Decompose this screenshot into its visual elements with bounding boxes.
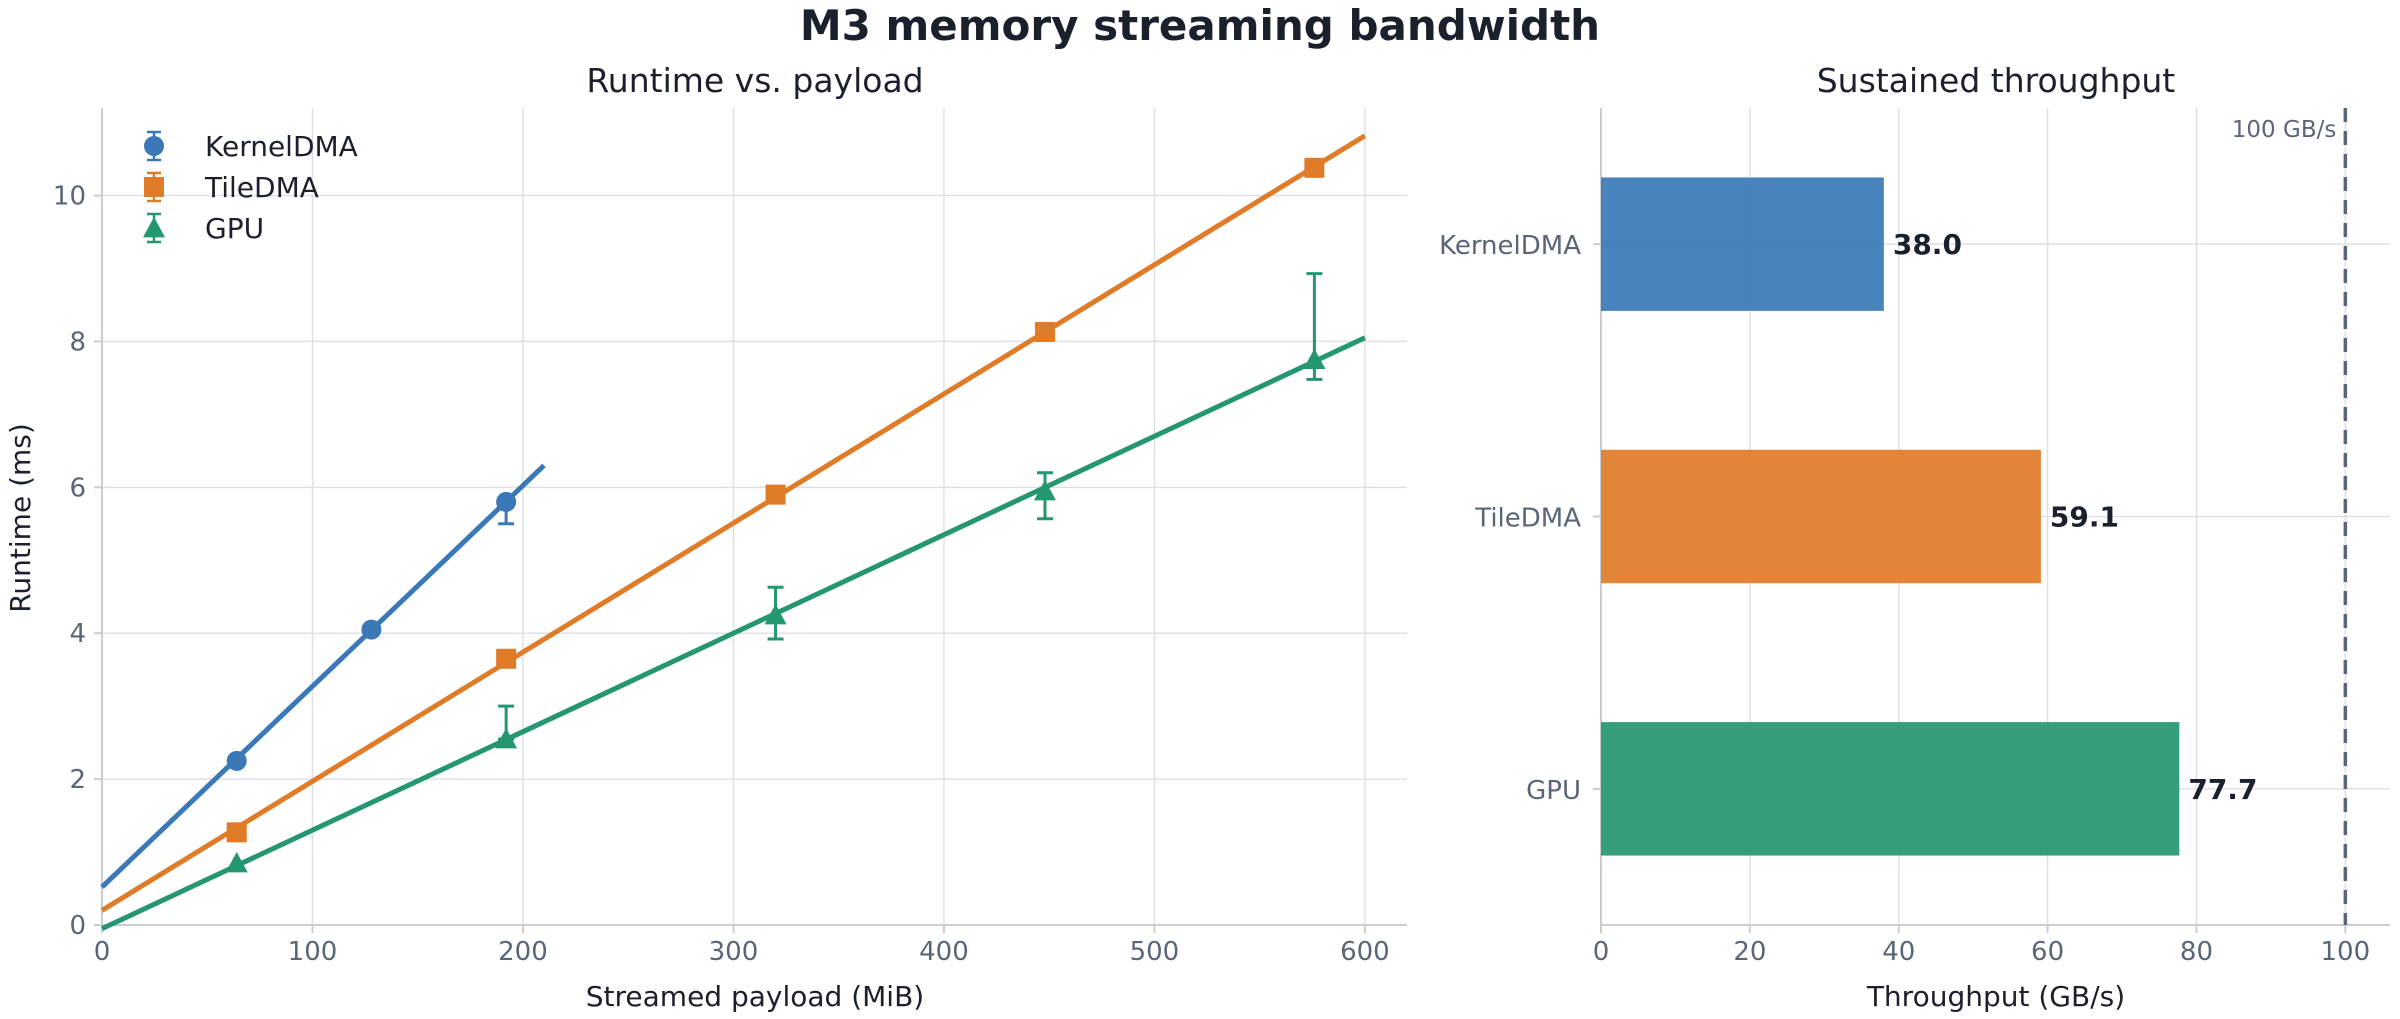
series-gpu bbox=[100, 272, 1366, 931]
legend-label-gpu: GPU bbox=[205, 212, 264, 245]
fit-line-tiledma bbox=[100, 133, 1367, 913]
data-point-gpu bbox=[1303, 348, 1326, 370]
legend-marker-gpu bbox=[143, 217, 165, 238]
data-point-tiledma bbox=[226, 822, 247, 843]
bar-value-label-tiledma: 59.1 bbox=[2050, 501, 2119, 534]
x-tick-label: 200 bbox=[498, 937, 548, 967]
runtime-x-axis-label: Streamed payload (MiB) bbox=[586, 980, 924, 1013]
runtime-series bbox=[100, 133, 1367, 931]
runtime-grid bbox=[101, 108, 1407, 926]
legend-item-tiledma: TileDMA bbox=[144, 171, 319, 204]
x-tick-label: 80 bbox=[2180, 937, 2213, 967]
figure-title: M3 memory streaming bandwidth bbox=[800, 1, 1600, 50]
fit-line-gpu bbox=[100, 335, 1366, 931]
x-tick-label: 20 bbox=[1733, 937, 1766, 967]
bar-gpu bbox=[1601, 722, 2180, 856]
legend-label-tiledma: TileDMA bbox=[204, 171, 319, 204]
data-point-kerneldma bbox=[496, 491, 517, 512]
x-tick-label: 500 bbox=[1130, 937, 1180, 967]
runtime-legend: KernelDMA TileDMA GPU bbox=[143, 130, 358, 245]
y-tick-label: 10 bbox=[53, 182, 86, 212]
series-tiledma bbox=[100, 133, 1367, 913]
throughput-x-axis-label: Throughput (GB/s) bbox=[1866, 980, 2125, 1013]
x-tick-label: 0 bbox=[1593, 937, 1610, 967]
data-point-tiledma bbox=[1304, 157, 1325, 178]
y-tick-label: 4 bbox=[69, 619, 86, 649]
bar-kerneldma bbox=[1601, 177, 1884, 311]
x-tick-label: 300 bbox=[709, 937, 759, 967]
fit-line-kerneldma bbox=[100, 463, 546, 889]
bar-value-label-gpu: 77.7 bbox=[2188, 773, 2257, 806]
y-tick-label: 8 bbox=[69, 327, 86, 357]
data-point-gpu bbox=[764, 603, 787, 625]
y-tick-label: 0 bbox=[69, 911, 86, 941]
throughput-bars: 38.0 59.1 77.7 bbox=[1601, 177, 2257, 856]
legend-item-gpu: GPU bbox=[143, 212, 264, 245]
data-point-tiledma bbox=[1034, 321, 1055, 342]
x-tick-label: 0 bbox=[94, 937, 111, 967]
runtime-panel-title: Runtime vs. payload bbox=[586, 61, 923, 100]
x-tick-label: 100 bbox=[288, 937, 338, 967]
legend-label-kerneldma: KernelDMA bbox=[205, 130, 358, 163]
data-point-gpu bbox=[225, 851, 248, 873]
series-kerneldma bbox=[100, 463, 546, 889]
throughput-panel-title: Sustained throughput bbox=[1817, 61, 2176, 100]
legend-item-kerneldma: KernelDMA bbox=[144, 130, 358, 163]
data-point-gpu bbox=[1033, 479, 1056, 501]
y-tick-label-kerneldma: KernelDMA bbox=[1439, 231, 1581, 261]
runtime-axes bbox=[101, 108, 1407, 926]
x-tick-label: 60 bbox=[2031, 937, 2064, 967]
bar-value-label-kerneldma: 38.0 bbox=[1893, 228, 1962, 261]
data-point-tiledma bbox=[496, 648, 517, 669]
y-tick-label: 2 bbox=[69, 765, 86, 795]
reference-line-label: 100 GB/s bbox=[2232, 117, 2337, 143]
throughput-tick-labels: 0 20 40 60 80 100 KernelDMA TileDMA GPU bbox=[1439, 231, 2370, 967]
data-point-gpu bbox=[495, 727, 518, 749]
throughput-panel: Sustained throughput 0 20 40 60 80 100 KernelD… bbox=[1439, 61, 2390, 1013]
throughput-reference-line: 100 GB/s bbox=[2232, 108, 2348, 925]
bar-tiledma bbox=[1601, 449, 2041, 584]
x-tick-label: 400 bbox=[919, 937, 969, 967]
data-point-kerneldma bbox=[226, 750, 247, 771]
x-tick-label: 100 bbox=[2321, 937, 2371, 967]
runtime-vs-payload-panel: Runtime vs. payload 0 100 200 300 400 500 6000… bbox=[4, 61, 1407, 1013]
runtime-y-axis-label: Runtime (ms) bbox=[4, 423, 37, 613]
y-tick-label-tiledma: TileDMA bbox=[1474, 504, 1581, 534]
x-tick-label: 40 bbox=[1882, 937, 1915, 967]
data-point-tiledma bbox=[765, 484, 786, 505]
y-tick-label-gpu: GPU bbox=[1526, 776, 1581, 806]
legend-marker-tiledma bbox=[144, 177, 164, 197]
legend-marker-kerneldma bbox=[144, 136, 164, 156]
runtime-tick-labels: 0 100 200 300 400 500 600 0 2 4 6 8 10 bbox=[53, 182, 1390, 967]
y-tick-label: 6 bbox=[69, 473, 86, 503]
x-tick-label: 600 bbox=[1340, 937, 1390, 967]
data-point-kerneldma bbox=[361, 619, 382, 640]
